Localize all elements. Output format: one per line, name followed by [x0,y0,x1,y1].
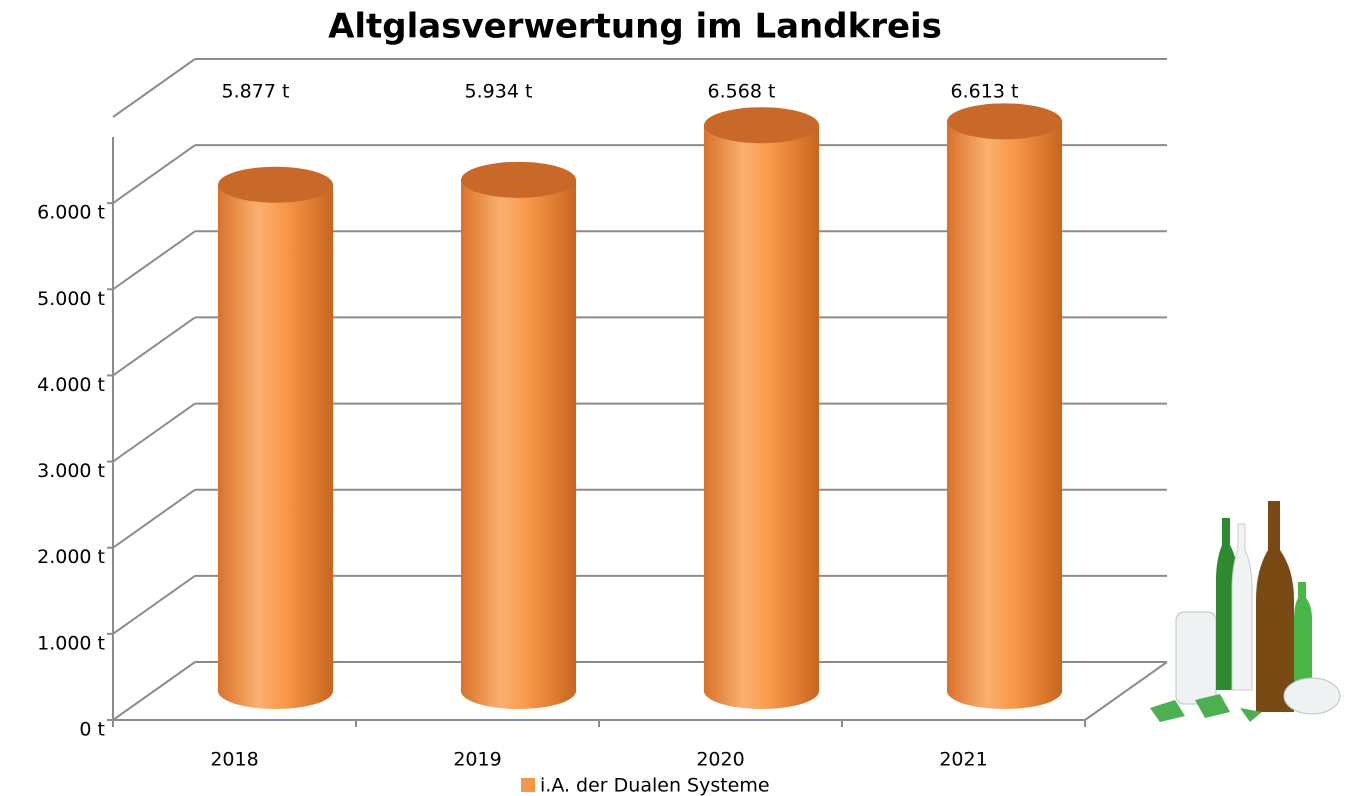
cylinder [946,103,1062,710]
value-label: 5.877 t [222,81,290,103]
bar-top [947,103,1062,140]
grid-line [112,144,196,204]
plot-area: 0 t 1.000 t 2.000 t 3.000 t 4.000 t 5.000 t 6.… [37,58,1168,771]
y-tick-label: 6.000 t [37,202,105,224]
x-tick-label: 2021 [939,749,987,771]
grid-line [112,402,196,463]
x-tick-label: 2018 [210,749,258,771]
value-label: 5.934 t [465,81,533,103]
chart-title: Altglasverwertung im Landkreis [328,7,942,47]
bar-top [461,161,576,198]
bar-top [704,107,819,144]
y-tick-label: 1.000 t [37,632,105,654]
grid-line [112,316,196,377]
x-tick-label: 2019 [453,749,501,771]
cylinder [218,166,333,710]
y-tick-label: 0 t [79,719,105,741]
cylinder [461,161,576,709]
wall-top [112,58,196,118]
value-label: 6.568 t [708,81,776,103]
bar [704,125,819,709]
x-tick-label: 2020 [696,749,744,771]
legend-swatch [521,778,535,792]
y-tick-label: 5.000 t [37,288,105,310]
y-tick-label: 3.000 t [37,460,105,482]
y-tick-label: 4.000 t [37,374,105,396]
cylinder [704,107,819,709]
grid-line [112,661,196,721]
grid-line [112,575,196,635]
bar [218,184,333,710]
y-tick-label: 2.000 t [37,546,105,568]
value-label: 6.613 t [951,81,1019,103]
grid-line [112,230,196,291]
bar-top [218,166,333,203]
bar [461,179,576,709]
bottles-illustration [1150,501,1341,722]
grid-line [112,488,196,549]
bar [946,121,1062,710]
floor-edge [1084,661,1168,721]
legend-label: i.A. der Dualen Systeme [540,775,770,796]
